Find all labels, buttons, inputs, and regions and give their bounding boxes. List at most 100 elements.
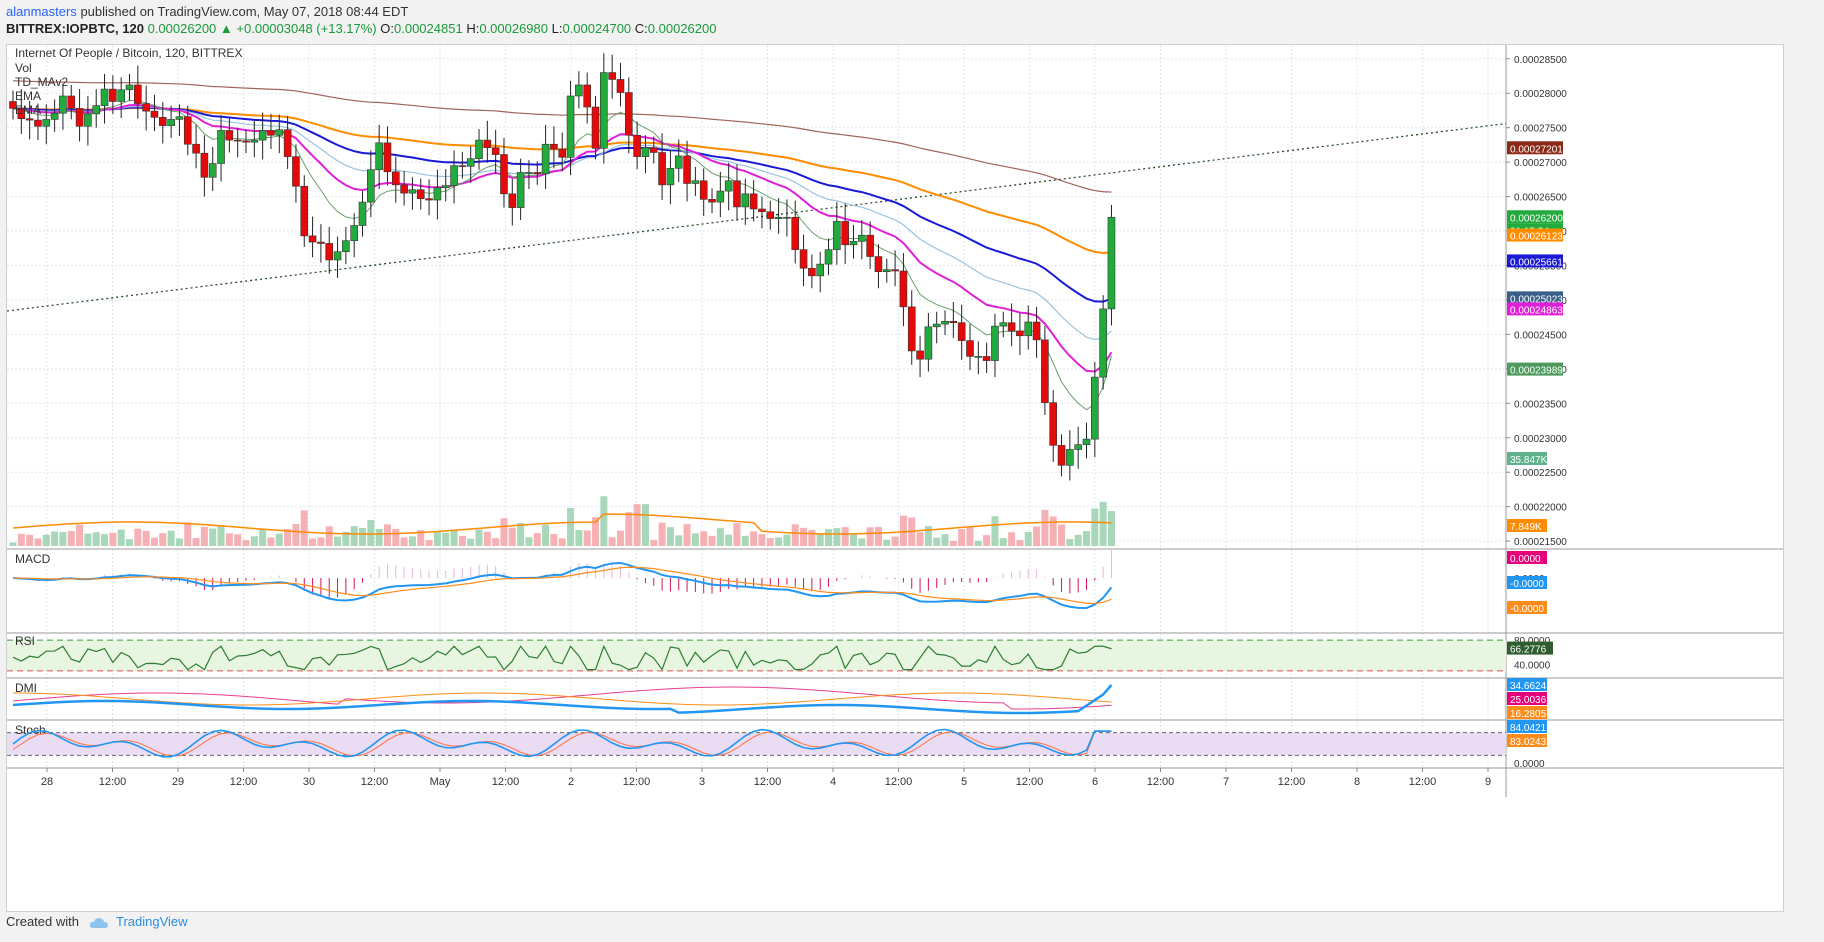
candle-body [292,156,300,187]
dmi-badge: 25.0036 [1507,692,1547,706]
rsi-tick-label: 40.0000 [1514,661,1551,672]
price-badge: 0.00026123 [1507,228,1563,243]
volume-bar [983,535,991,546]
candle-body [400,184,408,194]
time-tick-label: 12:00 [885,776,913,788]
stoch-badge-label: 83.0243 [1510,737,1547,748]
volume-bar [250,536,258,546]
open-value: 0.00024851 [394,21,463,36]
symbol-label: BITTREX:IOPBTC, 120 [6,21,144,36]
published-text: published on TradingView.com, May 07, 20… [80,4,409,19]
time-tick-label: 12:00 [230,776,258,788]
candle-body [558,148,567,158]
volume-bar [741,535,749,546]
chart-svg[interactable]: Internet Of People / Bitcoin, 120, BITTR… [7,45,1783,911]
candle-body [391,171,400,186]
candle-body [1091,376,1099,440]
legend: Internet Of People / Bitcoin, 120, BITTR… [15,46,242,117]
volume-badge-box [1507,519,1547,532]
candle-body [100,88,109,106]
volume-bar [641,504,649,546]
volume-bar [150,537,158,546]
candle-body [550,143,558,150]
macd-badge-label: 0.0000 [1510,554,1541,565]
volume-bar [383,524,391,546]
volume-bar [533,533,541,546]
volume-bar [949,540,957,546]
candle-body [991,325,999,361]
legend-ema-3: EMA [15,103,41,117]
volume-bar [126,539,134,546]
candle-body [649,147,658,153]
candle-body [267,130,275,136]
volume-bar [342,531,350,546]
candle-body [824,249,833,265]
dmi-badge-label: 16.2805 [1510,709,1547,720]
volume-bar [109,532,117,546]
trendline [7,122,1507,312]
up-arrow-icon: ▲ [219,21,233,36]
volume-bar [1082,530,1090,546]
dmi-badge-label: 25.0036 [1510,695,1547,706]
candle-body [932,323,941,328]
candle-body [891,269,899,272]
macd-badge: -0.0000 [1507,576,1547,590]
high-value: 0.00026980 [479,21,548,36]
volume-bar [808,529,816,546]
volume-bar [633,504,641,546]
dmi-badge-box [1507,706,1547,719]
candle-body [350,225,358,241]
candle-body [949,321,958,323]
candle-body [458,165,467,167]
candle-body [591,106,600,149]
price-badge: 0.00023989 [1507,362,1563,377]
price-tick-label: 0.00021500 [1514,537,1567,548]
candle-body [641,147,650,157]
stoch-tick-label: 0.0000 [1514,759,1545,770]
candle-body [766,211,775,219]
candle-body [250,139,259,143]
volume-badge: 35.847K [1507,452,1548,466]
candle-body [84,113,92,127]
candle-body [1082,438,1091,445]
candle-body [982,356,991,361]
stoch-k-line [12,728,1112,758]
volume-bar [259,528,267,546]
volume-bar [899,515,907,546]
candle-body [142,103,150,112]
candle-body [125,84,134,91]
volume-bar [51,531,59,546]
candle-body [483,139,492,148]
price-badge-box [1507,302,1563,316]
candle-body [342,240,350,253]
volume-bar [167,530,175,546]
time-tick-label: 5 [961,776,967,788]
rsi-band-fill [7,640,1506,671]
price-tick-label: 0.00027500 [1514,124,1567,135]
candle-body [533,172,542,175]
author-link[interactable]: alanmasters [6,4,77,19]
volume-bar [508,527,516,546]
price-tick-label: 0.00026500 [1514,193,1567,204]
volume-bar [783,534,791,546]
candle-body [383,142,392,173]
time-tick-label: 6 [1092,776,1098,788]
candle-body [1049,402,1058,446]
chart-title: Internet Of People / Bitcoin, 120, BITTR… [15,46,242,60]
volume-bar [816,533,824,546]
volume-bar [359,528,367,546]
volume-bar [334,536,342,546]
chart-container[interactable]: Internet Of People / Bitcoin, 120, BITTR… [6,44,1784,912]
candle-body [375,142,383,171]
dmi-pane: DMI 34.6624 25.0036 16.2805 [12,678,1547,720]
candle-body [741,193,750,208]
volume-bar [34,538,42,546]
price-badge: 0.00024863 [1507,302,1563,316]
time-tick-label: 12:00 [99,776,127,788]
tradingview-brand[interactable]: TradingView [116,914,188,929]
volume-bar [583,530,591,546]
candle-body [433,187,442,201]
candle-body [75,108,84,127]
volume-bar [417,530,425,546]
volume-badge: 7.849K [1507,519,1547,533]
